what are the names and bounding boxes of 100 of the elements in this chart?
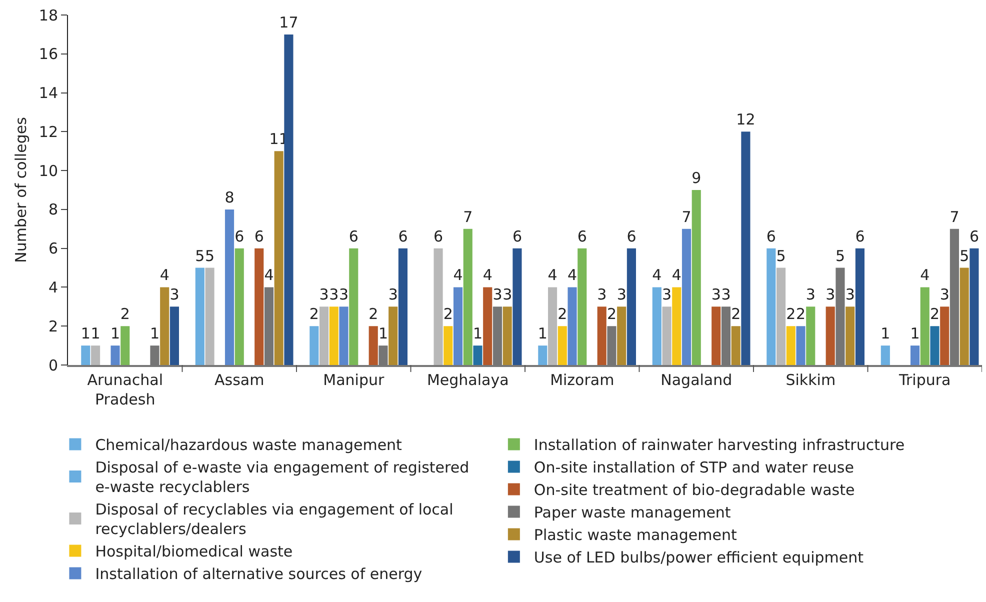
legend-label: On-site installation of STP and water reuse	[534, 458, 854, 477]
data-label: 3	[170, 286, 180, 304]
bar	[766, 248, 776, 365]
data-label: 2	[731, 305, 741, 324]
bar	[855, 248, 864, 365]
bar	[205, 268, 214, 365]
bar	[473, 346, 482, 365]
data-label: 6	[512, 227, 522, 246]
bar	[578, 248, 587, 365]
data-label: 2	[443, 305, 453, 324]
x-tick-label: Mizoram	[550, 371, 614, 389]
data-label: 4	[264, 266, 274, 284]
data-label: 4	[160, 266, 170, 284]
data-label: 2	[606, 305, 616, 324]
data-label: 2	[309, 305, 319, 324]
bar	[160, 287, 170, 365]
data-label: 2	[558, 305, 568, 324]
bar	[672, 287, 682, 365]
y-tick-label: 14	[38, 84, 58, 102]
y-tick-label: 12	[38, 122, 58, 141]
data-label: 5	[835, 246, 845, 265]
bar	[434, 248, 443, 365]
bar	[170, 306, 179, 365]
bar	[483, 287, 492, 365]
data-label: 3	[940, 286, 950, 304]
bar	[910, 346, 920, 365]
data-label: 4	[920, 266, 930, 284]
legend-label: On-site treatment of bio-degradable waste	[534, 481, 855, 500]
bar	[741, 132, 750, 365]
data-label: 1	[538, 324, 548, 343]
bar	[110, 346, 120, 365]
bar	[444, 326, 453, 365]
bar	[846, 306, 855, 365]
bar	[339, 306, 348, 365]
data-label: 5	[205, 246, 215, 265]
y-tick-label: 4	[48, 278, 58, 296]
legend-label: Installation of alternative sources of energy	[95, 565, 422, 584]
bar	[274, 151, 284, 365]
data-label: 4	[548, 266, 558, 284]
data-label: 3	[319, 286, 329, 304]
legend-label: Use of LED bulbs/power efficient equipment	[534, 548, 864, 567]
bar	[731, 326, 740, 365]
data-label: 1	[80, 324, 90, 343]
data-label: 6	[434, 227, 444, 246]
y-tick-label: 18	[38, 6, 58, 24]
bar	[568, 287, 577, 365]
data-label: 7	[950, 208, 960, 226]
data-label: 8	[224, 188, 234, 206]
bar	[502, 306, 512, 365]
bar	[796, 326, 806, 365]
legend-label: Chemical/hazardous waste management	[95, 436, 402, 454]
x-tick-label: Arunachal Pradesh	[87, 371, 164, 408]
bar	[234, 248, 244, 365]
x-tick-label: Assam	[214, 371, 264, 389]
bar	[463, 228, 472, 365]
data-label: 3	[388, 286, 398, 304]
data-label: 3	[338, 286, 349, 304]
data-label: 5	[195, 246, 205, 265]
x-tick-label: Nagaland	[660, 371, 732, 389]
legend-label: Disposal of recyclables via engagement of local recyclablers/dealers	[95, 500, 454, 538]
data-label: 5	[960, 246, 970, 265]
bar	[310, 326, 319, 365]
bar	[626, 248, 636, 365]
bar	[880, 346, 890, 365]
data-label: 2	[796, 305, 806, 324]
data-label: 2	[930, 305, 940, 324]
bar	[349, 248, 358, 365]
data-label: 6	[348, 227, 358, 246]
bar	[284, 34, 294, 365]
data-label: 3	[597, 286, 607, 304]
bar	[786, 326, 796, 365]
legend-label: Hospital/biomedical waste	[95, 542, 293, 561]
bar	[388, 306, 398, 365]
bar	[548, 287, 558, 365]
data-label: 3	[721, 286, 731, 304]
data-label: 4	[652, 266, 662, 284]
bar	[195, 268, 204, 365]
bar	[806, 306, 816, 365]
data-label: 6	[398, 227, 408, 246]
data-label: 1	[472, 324, 483, 343]
data-label: 2	[786, 305, 796, 324]
y-tick-label: 16	[38, 45, 58, 64]
data-label: 1	[910, 324, 920, 343]
bar	[512, 248, 522, 365]
y-tick-label: 0	[48, 356, 58, 374]
y-tick-label: 6	[48, 240, 58, 258]
bar	[329, 306, 338, 365]
data-label: 1	[880, 324, 890, 343]
data-label: 1	[150, 324, 160, 343]
data-label: 2	[120, 305, 130, 324]
bar	[224, 209, 234, 365]
bar	[970, 248, 979, 365]
bar	[662, 306, 672, 365]
legend-label: Disposal of e-waste via engagement of registered e-waste recyclablers	[95, 458, 470, 496]
data-label: 4	[672, 266, 682, 284]
x-tick-label: Tripura	[898, 371, 951, 389]
x-tick-label: Sikkim	[786, 371, 836, 389]
data-label: 6	[766, 227, 776, 246]
y-tick-label: 2	[48, 317, 58, 336]
bar	[617, 306, 626, 365]
